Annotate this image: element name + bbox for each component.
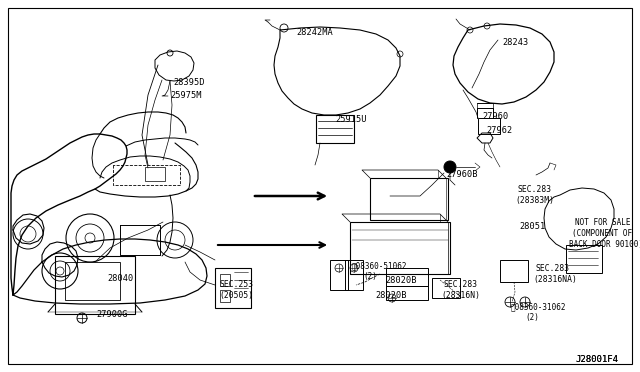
Text: 28040: 28040 <box>107 274 133 283</box>
Bar <box>432 278 460 298</box>
Text: 28020B: 28020B <box>375 291 406 300</box>
Bar <box>330 260 348 290</box>
Text: J28001F4: J28001F4 <box>575 355 618 364</box>
Text: J28001F4: J28001F4 <box>575 355 618 364</box>
Text: Ⓢ08360-31062: Ⓢ08360-31062 <box>511 302 566 311</box>
Text: 27960B: 27960B <box>446 170 477 179</box>
Bar <box>345 260 363 290</box>
Text: SEC.253: SEC.253 <box>219 280 253 289</box>
Bar <box>386 268 428 286</box>
Text: 28020B: 28020B <box>385 276 417 285</box>
Text: 28243: 28243 <box>502 38 528 47</box>
Text: 28051: 28051 <box>519 222 545 231</box>
Text: SEC.283: SEC.283 <box>536 264 570 273</box>
Text: (28383M): (28383M) <box>515 196 554 205</box>
Bar <box>478 118 500 134</box>
Text: 25975M: 25975M <box>170 91 202 100</box>
Text: (2): (2) <box>525 313 539 322</box>
Text: (28316NA): (28316NA) <box>533 275 577 284</box>
Text: 27960: 27960 <box>482 112 508 121</box>
Ellipse shape <box>444 161 456 173</box>
Text: Ⓢ08360-51062: Ⓢ08360-51062 <box>352 261 408 270</box>
Text: 28242MA: 28242MA <box>296 28 333 37</box>
Bar <box>500 260 528 282</box>
Text: 27900G: 27900G <box>96 310 127 319</box>
Bar <box>220 274 230 286</box>
Text: 25915U: 25915U <box>335 115 367 124</box>
Text: (COMPONENT OF: (COMPONENT OF <box>572 229 632 238</box>
Bar <box>65 262 120 300</box>
Text: BACK DOOR 90100): BACK DOOR 90100) <box>569 240 640 249</box>
Text: (28316N): (28316N) <box>441 291 480 300</box>
Bar <box>386 286 428 300</box>
Text: SEC.283: SEC.283 <box>517 185 551 194</box>
Text: 27962: 27962 <box>486 126 512 135</box>
Bar <box>566 245 602 273</box>
Text: 28395D: 28395D <box>173 78 205 87</box>
Text: SEC.283: SEC.283 <box>443 280 477 289</box>
Bar <box>350 222 450 274</box>
Text: NOT FOR SALE: NOT FOR SALE <box>575 218 630 227</box>
Bar <box>370 178 448 220</box>
Bar <box>316 115 354 143</box>
Bar <box>145 167 165 181</box>
Bar <box>55 256 135 314</box>
Text: (20505): (20505) <box>219 291 253 300</box>
Text: (2): (2) <box>363 272 377 281</box>
Bar <box>220 290 230 302</box>
Bar <box>215 268 251 308</box>
